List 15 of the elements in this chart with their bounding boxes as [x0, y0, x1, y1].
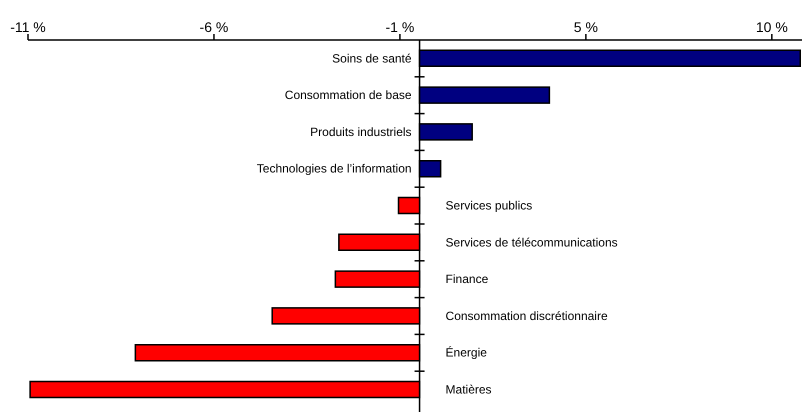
x-tick-label: -1 % — [386, 19, 414, 35]
x-tick-label: -11 % — [10, 19, 46, 35]
x-tick-label: 10 % — [756, 19, 788, 35]
x-tick-label: -6 % — [200, 19, 228, 35]
y-tick-label: Matières — [446, 382, 492, 397]
y-tick-label: Consommation de base — [284, 88, 412, 102]
y-tick-label: Services publics — [446, 198, 532, 213]
y-tick-label: Énergie — [446, 346, 488, 360]
y-tick-label: Services de télécommunications — [446, 235, 618, 250]
y-tick-label: Finance — [446, 272, 489, 286]
y-tick-label: Soins de santé — [332, 51, 412, 66]
x-tick-label: 5 % — [574, 19, 598, 35]
y-tick-label: Consommation discrétionnaire — [446, 308, 608, 323]
y-tick-label: Technologies de l’information — [256, 162, 412, 176]
y-tick-label: Produits industriels — [310, 124, 412, 139]
